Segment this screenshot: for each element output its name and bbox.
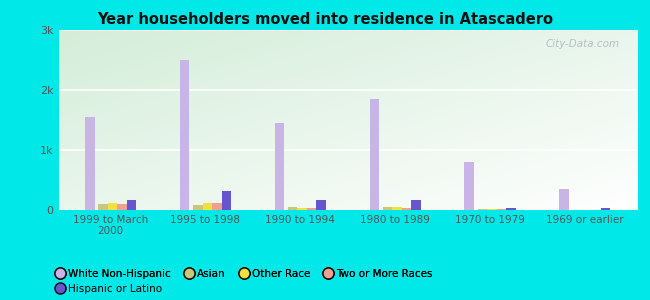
Text: Year householders moved into residence in Atascadero: Year householders moved into residence i…	[97, 12, 553, 27]
Bar	[573, 209, 582, 210]
Bar	[203, 203, 212, 210]
Bar	[582, 209, 592, 210]
Bar	[592, 209, 601, 210]
Bar	[275, 123, 284, 210]
Bar	[288, 207, 298, 210]
Bar	[307, 208, 317, 210]
Bar	[506, 208, 515, 210]
Text: City-Data.com: City-Data.com	[545, 39, 619, 49]
Bar	[317, 200, 326, 210]
Bar	[464, 162, 474, 210]
Legend: White Non-Hispanic, Asian, Other Race, Two or More Races: White Non-Hispanic, Asian, Other Race, T…	[51, 264, 437, 283]
Bar	[487, 209, 497, 210]
Bar	[127, 200, 136, 210]
Bar	[212, 202, 222, 210]
Bar	[117, 204, 127, 210]
Legend: Hispanic or Latino: Hispanic or Latino	[51, 279, 166, 298]
Bar	[478, 209, 487, 210]
Bar	[393, 207, 402, 210]
Bar	[383, 207, 393, 210]
Bar	[193, 205, 203, 210]
Bar	[559, 189, 569, 210]
Bar	[85, 117, 94, 210]
Bar	[402, 208, 411, 210]
Bar	[370, 99, 379, 210]
Bar	[497, 209, 506, 210]
Bar	[222, 191, 231, 210]
Bar	[601, 208, 610, 210]
Bar	[180, 60, 189, 210]
Bar	[98, 204, 108, 210]
Bar	[108, 203, 117, 210]
Bar	[411, 200, 421, 210]
Bar	[298, 208, 307, 210]
